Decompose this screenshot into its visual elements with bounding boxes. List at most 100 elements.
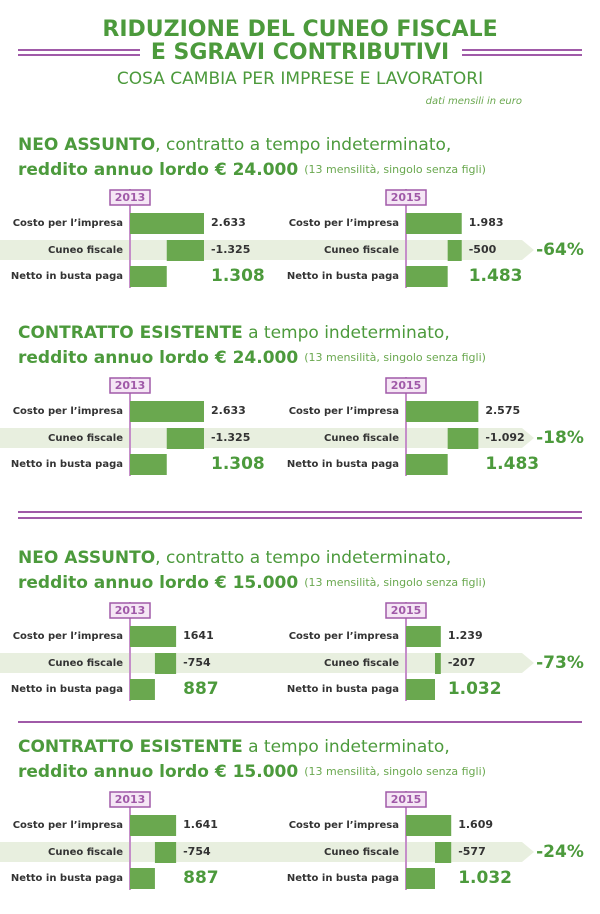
value-label: -754: [183, 845, 211, 858]
value-label: 1.308: [211, 454, 265, 474]
category: Costo per l’impresa: [13, 631, 123, 642]
value-label: 1.032: [458, 868, 512, 888]
value-label: 1.983: [469, 216, 504, 229]
category: Netto in busta paga: [11, 684, 123, 695]
year: 2013: [115, 191, 146, 204]
year-box: [385, 602, 427, 619]
value-label: 2.575: [485, 404, 520, 417]
value-label: 2.633: [211, 216, 246, 229]
section-title: reddito annuo lordo € 24.000 (13 mensilit…: [18, 160, 486, 180]
category: Netto in busta paga: [11, 459, 123, 470]
category: Cuneo fiscale: [48, 433, 123, 444]
category: Netto in busta paga: [11, 271, 123, 282]
value-label: -1.092: [485, 431, 524, 444]
category: Costo per l’impresa: [13, 406, 123, 417]
bar: [166, 240, 204, 261]
category: Netto in busta paga: [287, 873, 399, 884]
category: Costo per l’impresa: [289, 218, 399, 229]
bar: [406, 679, 435, 700]
value-label: -207: [448, 656, 476, 669]
cuneo-band: [0, 428, 534, 448]
bar: [434, 653, 441, 674]
income: reddito annuo lordo € 24.000: [18, 348, 298, 368]
category: Costo per l’impresa: [289, 820, 399, 831]
value-label: 887: [183, 868, 219, 888]
category: Cuneo fiscale: [324, 847, 399, 858]
title-bold: NEO ASSUNTO: [18, 135, 155, 155]
category: Cuneo fiscale: [48, 245, 123, 256]
category: Netto in busta paga: [287, 684, 399, 695]
note: dati mensili in euro: [426, 96, 522, 107]
section-title: reddito annuo lordo € 24.000 (13 mensilit…: [18, 348, 486, 368]
income-note: (13 mensilità, singolo senza figli): [304, 351, 486, 364]
value-label: 887: [183, 679, 219, 699]
category: Costo per l’impresa: [13, 218, 123, 229]
bar: [166, 428, 204, 449]
income: reddito annuo lordo € 15.000: [18, 573, 298, 593]
year: 2013: [115, 379, 146, 392]
section-title: reddito annuo lordo € 15.000 (13 mensilit…: [18, 573, 486, 593]
bar: [130, 401, 204, 422]
year-box: [109, 189, 151, 206]
income-note: (13 mensilità, singolo senza figli): [304, 765, 486, 778]
bar: [406, 454, 448, 475]
cuneo-band: [0, 653, 534, 673]
cuneo-band: [0, 240, 534, 260]
section-title: NEO ASSUNTO, contratto a tempo indetermi…: [18, 135, 451, 155]
year: 2015: [391, 379, 422, 392]
bar: [130, 266, 167, 287]
category: Costo per l’impresa: [289, 631, 399, 642]
year-box: [109, 602, 151, 619]
bar: [447, 428, 479, 449]
income-note: (13 mensilità, singolo senza figli): [304, 576, 486, 589]
category: Netto in busta paga: [287, 271, 399, 282]
change: -18%: [536, 428, 584, 448]
value-label: 1.483: [469, 266, 523, 286]
bar: [406, 401, 479, 422]
change: -73%: [536, 653, 584, 673]
bar: [406, 868, 435, 889]
category: Costo per l’impresa: [13, 820, 123, 831]
bar: [130, 454, 167, 475]
bar: [447, 240, 462, 261]
title-rest: , contratto a tempo indeterminato,: [155, 548, 451, 568]
bar: [130, 815, 177, 836]
category: Costo per l’impresa: [289, 406, 399, 417]
section-title: CONTRATTO ESISTENTE a tempo indeterminat…: [18, 323, 450, 343]
year-box: [109, 791, 151, 808]
bar: [130, 626, 177, 647]
subtitle: COSA CAMBIA PER IMPRESE E LAVORATORI: [117, 69, 483, 89]
year-box: [385, 377, 427, 394]
title: E SGRAVI CONTRIBUTIVI: [151, 40, 449, 65]
value-label: -1.325: [211, 243, 250, 256]
category: Cuneo fiscale: [48, 847, 123, 858]
bar: [130, 679, 155, 700]
bar: [130, 213, 204, 234]
year-box: [109, 377, 151, 394]
value-label: 1641: [183, 629, 214, 642]
category: Cuneo fiscale: [324, 245, 399, 256]
bar: [154, 653, 177, 674]
year: 2013: [115, 604, 146, 617]
value-label: 1.483: [485, 454, 539, 474]
section-title: reddito annuo lordo € 15.000 (13 mensilit…: [18, 762, 486, 782]
title-rest: a tempo indeterminato,: [243, 737, 450, 757]
category: Netto in busta paga: [287, 459, 399, 470]
value-label: -577: [458, 845, 486, 858]
bar: [130, 868, 155, 889]
category: Netto in busta paga: [11, 873, 123, 884]
bar: [406, 266, 448, 287]
income: reddito annuo lordo € 24.000: [18, 160, 298, 180]
year-box: [385, 791, 427, 808]
bar: [154, 842, 177, 863]
year-box: [385, 189, 427, 206]
year: 2013: [115, 793, 146, 806]
change: -64%: [536, 240, 584, 260]
bar: [406, 815, 452, 836]
value-label: 1.641: [183, 818, 218, 831]
section-title: CONTRATTO ESISTENTE a tempo indeterminat…: [18, 737, 450, 757]
category: Cuneo fiscale: [48, 658, 123, 669]
title-rest: , contratto a tempo indeterminato,: [155, 135, 451, 155]
